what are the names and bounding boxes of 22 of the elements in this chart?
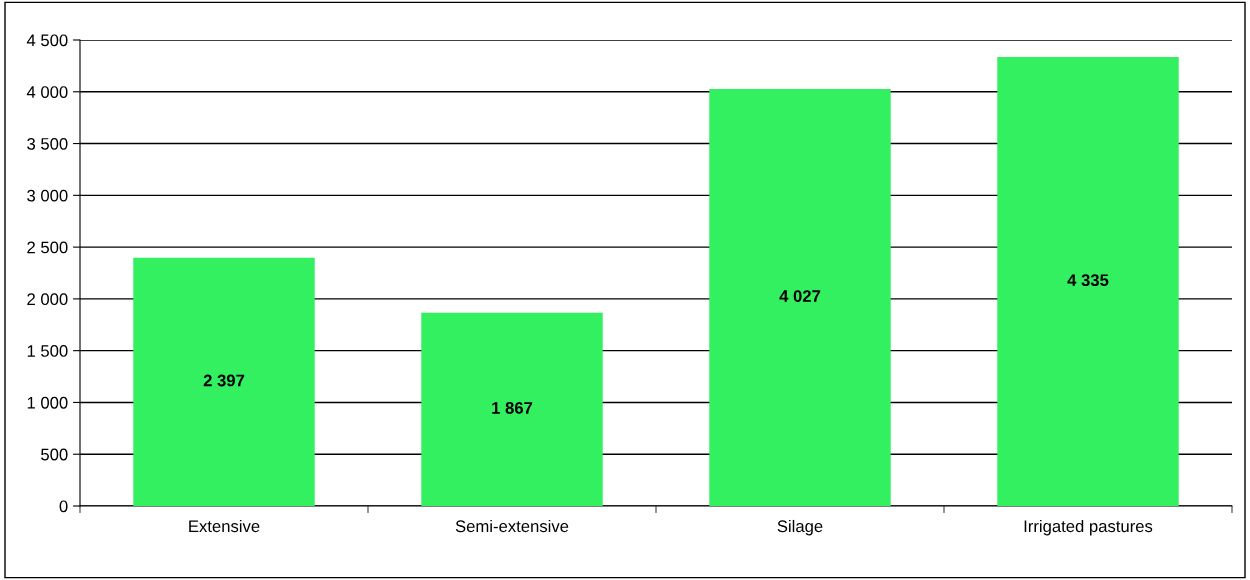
y-tick-label: 3 000	[27, 189, 68, 202]
y-tick-label: 1 000	[27, 396, 68, 409]
y-tick-label: 4 500	[26, 34, 68, 47]
x-tick-label: Silage	[777, 519, 823, 536]
y-tick-label: 4 000	[26, 86, 68, 98]
y-tick-label: 2 000	[27, 293, 68, 306]
y-tick-label: 1 500	[27, 345, 68, 357]
x-tick-label: Irrigated pastures	[1024, 519, 1153, 536]
bar	[133, 257, 315, 506]
y-tick-label: 0	[59, 500, 68, 513]
data-label: 1 867	[492, 402, 533, 414]
bar	[709, 88, 891, 506]
x-tick-label: Semi-extensive	[455, 519, 569, 533]
y-tick-label: 2 500	[27, 241, 68, 254]
y-tick-label: 3 500	[27, 137, 68, 150]
x-tick-label: Extensive	[189, 519, 260, 533]
data-label: 4 335	[1067, 274, 1109, 287]
bar	[997, 57, 1179, 506]
data-label: 2 397	[203, 374, 245, 387]
data-label: 4 027	[779, 290, 821, 302]
y-tick-label: 500	[41, 448, 68, 461]
bar	[421, 312, 603, 506]
